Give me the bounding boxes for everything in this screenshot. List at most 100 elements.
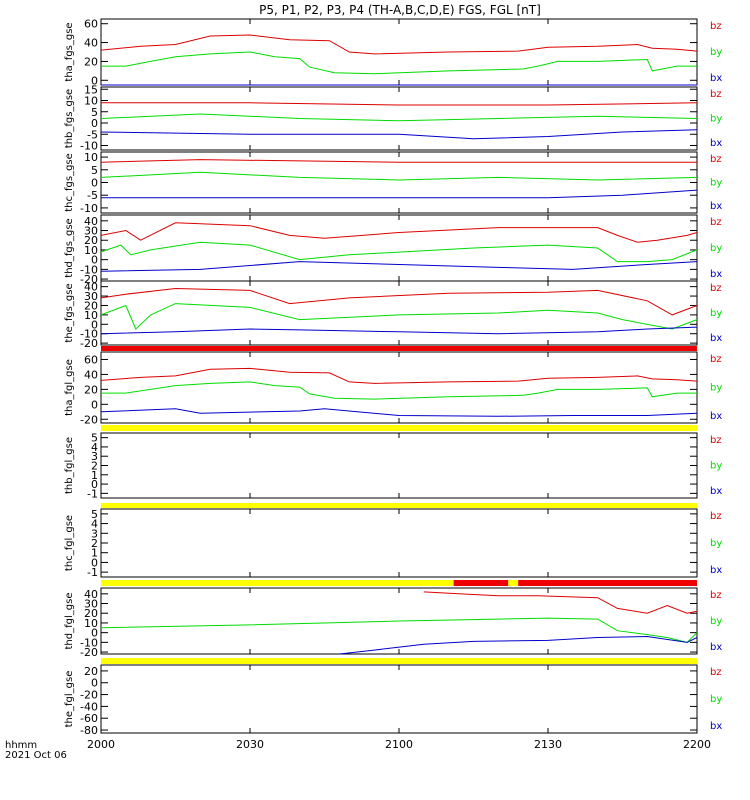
legend-by: by (710, 114, 722, 125)
y-tick-label: 5 (91, 508, 98, 521)
legend-by: by (710, 178, 722, 189)
panel-label: thd_fgs_gse (64, 218, 75, 277)
series-bz-line (100, 287, 698, 316)
legend-bx: bx (710, 565, 722, 576)
y-tick-label: 10 (84, 95, 98, 108)
panel-tha_fgs_gse: 60 40 20 0 tha_fgs_gse bz by bx (64, 18, 722, 88)
legend-bz: bz (710, 21, 722, 32)
y-tick-label: 0 (91, 254, 98, 267)
panel-label: the_fgs_gse (64, 283, 75, 342)
y-tick-label: -60 (80, 712, 98, 725)
panel-frame (100, 280, 698, 346)
legend-bx: bx (710, 201, 722, 212)
legend-by: by (710, 243, 722, 254)
series-by-line (101, 381, 697, 400)
y-tick-label: 10 (84, 617, 98, 630)
y-tick-label: -20 (80, 689, 98, 702)
y-tick-label: 20 (84, 299, 98, 312)
legend-bz: bz (710, 217, 722, 228)
y-tick-label: -20 (80, 273, 98, 286)
y-tick-label: 5 (91, 164, 98, 177)
panel-label: thb_fgs_gse (64, 89, 75, 148)
time-axis-label: hhmm (5, 740, 37, 751)
legend-bz: bz (710, 590, 722, 601)
series-bz-line (100, 159, 697, 163)
series-bz-line (423, 591, 698, 614)
legend-bz: bz (710, 354, 722, 365)
flag-segment-red (101, 346, 697, 351)
series-by-line (100, 171, 698, 181)
y-tick-label: 20 (84, 665, 98, 678)
legend-bx: bx (710, 721, 722, 732)
y-tick-label: 40 (84, 215, 98, 228)
flag-segment-red (518, 580, 697, 586)
y-tick-label: -5 (87, 189, 98, 202)
panel-frame (100, 86, 698, 151)
y-tick-label: 0 (91, 627, 98, 640)
legend-bx: bx (710, 333, 722, 344)
series-by-line (101, 51, 697, 75)
flag-segment-red (453, 580, 509, 586)
y-tick-label: 3 (91, 450, 98, 463)
y-tick-label: 40 (84, 281, 98, 294)
series-bz-line (100, 367, 698, 384)
y-tick-label: -20 (80, 337, 98, 350)
panel-label: the_fgl_gse (64, 671, 75, 728)
series-by-line (100, 113, 698, 122)
panel-frame (100, 214, 698, 282)
legend-by: by (710, 383, 722, 394)
series-by-line (100, 617, 698, 643)
y-tick-label: -1 (87, 487, 98, 500)
y-tick-label: -80 (80, 724, 98, 737)
y-tick-label: 2 (91, 537, 98, 550)
series-bz-line (100, 222, 698, 243)
series-by-line (100, 241, 698, 263)
legend-bz: bz (710, 154, 722, 165)
y-tick-label: 0 (91, 556, 98, 569)
y-tick-label: -20 (80, 413, 98, 426)
legend-by: by (710, 616, 722, 627)
y-tick-label: -10 (80, 328, 98, 341)
panel-label: thc_fgs_gse (64, 153, 75, 212)
series-bx-line (101, 189, 698, 199)
panel-frame (100, 432, 698, 499)
series-bx-line (100, 261, 698, 272)
figure-title: P5, P1, P2, P3, P4 (TH-A,B,C,D,E) FGS, F… (259, 3, 541, 17)
legend-by: by (710, 308, 722, 319)
legend-bx: bx (710, 138, 722, 149)
panel-label: thc_fgl_gse (64, 515, 75, 571)
series-bx-line (100, 408, 698, 417)
panel-frame (100, 18, 698, 86)
legend-by: by (710, 538, 722, 549)
y-tick-label: 0 (91, 478, 98, 491)
y-tick-label: 0 (91, 677, 98, 690)
flag-segment-yellow (101, 658, 697, 664)
y-tick-label: 30 (84, 598, 98, 611)
legend-bx: bx (710, 486, 722, 497)
y-tick-label: 20 (84, 383, 98, 396)
y-tick-label: 60 (84, 18, 98, 31)
y-tick-label: 0 (91, 117, 98, 130)
x-tick-label: 2030 (236, 738, 264, 751)
panel-frame (100, 151, 698, 214)
x-tick-label: 2200 (683, 738, 711, 751)
series-bx-line (339, 635, 698, 655)
y-tick-label: 4 (91, 441, 98, 454)
y-tick-label: 4 (91, 518, 98, 531)
y-tick-label: 30 (84, 290, 98, 303)
y-tick-label: -10 (80, 636, 98, 649)
panel-frame (100, 508, 698, 578)
x-tick-label: 2000 (87, 738, 115, 751)
series-by-line (100, 303, 698, 330)
y-tick-label: -20 (80, 646, 98, 659)
flag-segment-yellow (101, 580, 454, 586)
y-tick-label: -10 (80, 140, 98, 153)
y-tick-label: 0 (91, 177, 98, 190)
series-bz-line (100, 34, 698, 55)
